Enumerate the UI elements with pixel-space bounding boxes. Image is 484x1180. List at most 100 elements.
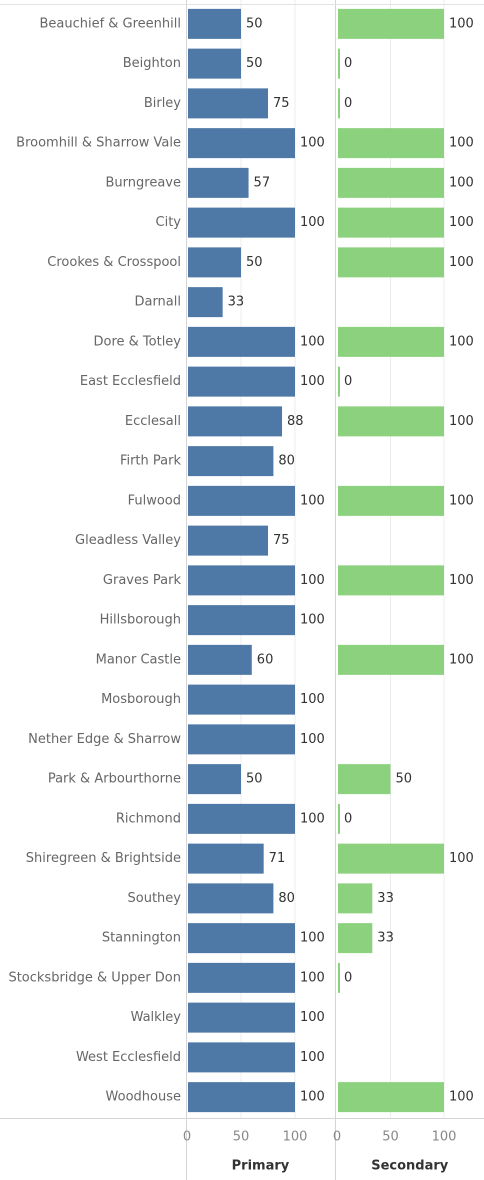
primary-bar <box>188 525 268 556</box>
category-label: Burngreave <box>106 175 181 190</box>
secondary-bar <box>338 128 444 159</box>
secondary-value-label: 100 <box>449 851 474 866</box>
primary-bar <box>188 406 283 437</box>
secondary-bar <box>338 962 340 993</box>
tick-label: 100 <box>283 1130 308 1145</box>
category-label: Dore & Totley <box>93 334 181 349</box>
category-label: Richmond <box>116 811 181 826</box>
primary-value-label: 50 <box>246 772 263 787</box>
primary-value-label: 100 <box>300 334 325 349</box>
category-label: Crookes & Crosspool <box>47 255 181 270</box>
tick-label: 50 <box>382 1130 399 1145</box>
secondary-bar <box>338 88 340 119</box>
primary-value-label: 100 <box>300 215 325 230</box>
secondary-value-label: 100 <box>449 573 474 588</box>
primary-bar <box>188 1002 295 1033</box>
primary-bar <box>188 366 295 397</box>
secondary-value-label: 100 <box>449 136 474 151</box>
primary-value-label: 33 <box>228 295 245 310</box>
primary-bar <box>188 644 252 675</box>
primary-axis-title: Primary <box>232 1159 290 1174</box>
category-label: Darnall <box>134 295 181 310</box>
secondary-value-label: 50 <box>396 772 413 787</box>
secondary-value-label: 100 <box>449 652 474 667</box>
primary-bar <box>188 128 295 159</box>
secondary-value-label: 0 <box>344 811 352 826</box>
secondary-bar <box>338 923 373 954</box>
primary-bar <box>188 326 295 357</box>
primary-value-label: 100 <box>300 613 325 628</box>
primary-bar <box>188 8 241 39</box>
category-label: Park & Arbourthorne <box>48 772 181 787</box>
secondary-value-label: 0 <box>344 374 352 389</box>
secondary-value-label: 0 <box>344 970 352 985</box>
primary-value-label: 50 <box>246 56 263 71</box>
primary-bar <box>188 764 241 795</box>
category-label: Shiregreen & Brightside <box>26 851 181 866</box>
category-label: Nether Edge & Sharrow <box>28 732 181 747</box>
secondary-bar <box>338 764 391 795</box>
secondary-axis-title: Secondary <box>371 1159 449 1174</box>
secondary-bar <box>338 644 444 675</box>
primary-value-label: 75 <box>273 533 290 548</box>
secondary-bar <box>338 207 444 238</box>
primary-bar <box>188 843 264 874</box>
category-label: West Ecclesfield <box>76 1050 181 1065</box>
secondary-bar <box>338 326 444 357</box>
category-label: Broomhill & Sharrow Vale <box>16 136 181 151</box>
primary-value-label: 71 <box>269 851 286 866</box>
category-label: City <box>156 215 182 230</box>
secondary-bar <box>338 843 444 874</box>
secondary-value-label: 100 <box>449 215 474 230</box>
category-label: Stannington <box>102 931 181 946</box>
secondary-bar <box>338 366 340 397</box>
secondary-value-label: 100 <box>449 414 474 429</box>
category-label: Fulwood <box>128 493 181 508</box>
primary-value-label: 50 <box>246 16 263 31</box>
primary-value-label: 100 <box>300 1090 325 1105</box>
primary-value-label: 100 <box>300 493 325 508</box>
category-label: East Ecclesfield <box>80 374 181 389</box>
category-label: Birley <box>144 96 181 111</box>
category-label: Ecclesall <box>125 414 181 429</box>
category-label: Beighton <box>123 56 181 71</box>
secondary-value-label: 100 <box>449 334 474 349</box>
secondary-value-label: 33 <box>377 931 394 946</box>
primary-bar <box>188 247 241 278</box>
secondary-bar <box>338 167 444 198</box>
primary-value-label: 100 <box>300 374 325 389</box>
secondary-value-label: 100 <box>449 16 474 31</box>
secondary-value-label: 100 <box>449 175 474 190</box>
primary-value-label: 50 <box>246 255 263 270</box>
tick-label: 50 <box>233 1130 250 1145</box>
primary-bar <box>188 565 295 596</box>
secondary-bar <box>338 803 340 834</box>
secondary-value-label: 0 <box>344 56 352 71</box>
secondary-bar <box>338 1082 444 1113</box>
primary-value-label: 100 <box>300 1010 325 1025</box>
primary-value-label: 100 <box>300 1050 325 1065</box>
primary-value-label: 88 <box>287 414 304 429</box>
secondary-bar <box>338 48 340 79</box>
category-label: Woodhouse <box>106 1090 181 1105</box>
primary-value-label: 100 <box>300 136 325 151</box>
tick-label: 0 <box>183 1130 191 1145</box>
category-label: Mosborough <box>101 692 181 707</box>
primary-value-label: 75 <box>273 96 290 111</box>
primary-value-label: 100 <box>300 811 325 826</box>
category-label: Manor Castle <box>96 652 181 667</box>
category-label: Firth Park <box>120 454 182 469</box>
category-label: Hillsborough <box>100 613 181 628</box>
primary-bar <box>188 724 295 755</box>
primary-bar <box>188 167 249 198</box>
primary-bar <box>188 446 274 477</box>
secondary-value-label: 100 <box>449 493 474 508</box>
primary-bar <box>188 287 223 318</box>
primary-value-label: 100 <box>300 931 325 946</box>
secondary-value-label: 100 <box>449 1090 474 1105</box>
primary-value-label: 100 <box>300 573 325 588</box>
secondary-bar <box>338 883 373 914</box>
primary-bar <box>188 48 241 79</box>
primary-bar <box>188 883 274 914</box>
primary-bar <box>188 923 295 954</box>
